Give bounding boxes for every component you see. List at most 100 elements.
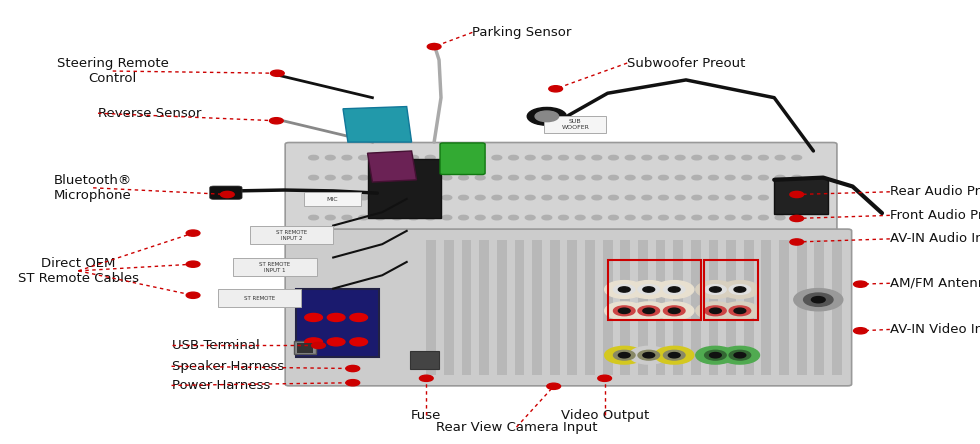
Circle shape bbox=[675, 195, 685, 200]
Circle shape bbox=[659, 195, 668, 200]
Circle shape bbox=[609, 195, 618, 200]
Circle shape bbox=[675, 215, 685, 220]
Circle shape bbox=[375, 195, 385, 200]
Circle shape bbox=[575, 215, 585, 220]
Circle shape bbox=[668, 353, 680, 358]
Bar bbox=[704, 260, 758, 320]
Circle shape bbox=[442, 155, 452, 160]
Circle shape bbox=[790, 215, 804, 222]
Circle shape bbox=[427, 44, 441, 50]
Bar bbox=[832, 240, 842, 375]
Circle shape bbox=[629, 302, 668, 320]
Circle shape bbox=[759, 215, 768, 220]
Circle shape bbox=[725, 215, 735, 220]
Circle shape bbox=[419, 375, 433, 381]
Circle shape bbox=[625, 195, 635, 200]
Bar bbox=[532, 240, 542, 375]
FancyBboxPatch shape bbox=[296, 289, 379, 357]
Circle shape bbox=[811, 297, 825, 303]
Circle shape bbox=[792, 155, 802, 160]
Circle shape bbox=[638, 350, 660, 360]
Circle shape bbox=[720, 346, 760, 364]
Circle shape bbox=[270, 70, 284, 76]
Circle shape bbox=[409, 195, 418, 200]
Bar bbox=[514, 240, 524, 375]
Circle shape bbox=[559, 215, 568, 220]
Text: SUB
WOOFER: SUB WOOFER bbox=[562, 119, 589, 130]
Circle shape bbox=[592, 175, 602, 180]
Circle shape bbox=[342, 215, 352, 220]
Circle shape bbox=[668, 308, 680, 313]
FancyBboxPatch shape bbox=[285, 143, 837, 235]
Circle shape bbox=[350, 313, 368, 321]
Circle shape bbox=[475, 195, 485, 200]
Circle shape bbox=[643, 308, 655, 313]
Circle shape bbox=[598, 375, 612, 381]
Circle shape bbox=[790, 191, 804, 198]
Circle shape bbox=[547, 383, 561, 389]
Circle shape bbox=[705, 285, 726, 294]
Circle shape bbox=[759, 195, 768, 200]
Circle shape bbox=[709, 175, 718, 180]
Circle shape bbox=[613, 285, 635, 294]
Bar bbox=[726, 240, 736, 375]
Circle shape bbox=[742, 175, 752, 180]
Bar bbox=[761, 240, 771, 375]
Bar bbox=[709, 240, 718, 375]
Circle shape bbox=[759, 175, 768, 180]
Circle shape bbox=[409, 215, 418, 220]
Bar bbox=[774, 178, 828, 214]
Circle shape bbox=[559, 175, 568, 180]
Circle shape bbox=[575, 195, 585, 200]
Circle shape bbox=[325, 215, 335, 220]
Circle shape bbox=[642, 195, 652, 200]
Circle shape bbox=[592, 155, 602, 160]
Bar bbox=[673, 240, 683, 375]
Circle shape bbox=[359, 155, 368, 160]
Circle shape bbox=[775, 155, 785, 160]
Circle shape bbox=[549, 86, 563, 92]
Circle shape bbox=[559, 155, 568, 160]
Bar bbox=[567, 240, 577, 375]
Circle shape bbox=[605, 302, 644, 320]
Circle shape bbox=[792, 195, 802, 200]
Circle shape bbox=[359, 215, 368, 220]
Bar bbox=[585, 240, 595, 375]
Circle shape bbox=[325, 155, 335, 160]
FancyBboxPatch shape bbox=[210, 186, 242, 199]
Circle shape bbox=[638, 285, 660, 294]
Text: Parking Sensor: Parking Sensor bbox=[472, 26, 571, 39]
Bar bbox=[744, 240, 754, 375]
Circle shape bbox=[475, 155, 485, 160]
Text: AM/FM Antenna Input: AM/FM Antenna Input bbox=[890, 277, 980, 290]
Circle shape bbox=[575, 155, 585, 160]
Circle shape bbox=[729, 350, 751, 360]
Bar bbox=[691, 240, 701, 375]
Circle shape bbox=[325, 195, 335, 200]
Text: Rear View Camera Input: Rear View Camera Input bbox=[436, 420, 597, 434]
Circle shape bbox=[609, 215, 618, 220]
Circle shape bbox=[659, 215, 668, 220]
Text: Power Harness: Power Harness bbox=[172, 379, 270, 392]
Circle shape bbox=[392, 195, 402, 200]
Bar bbox=[444, 240, 454, 375]
Circle shape bbox=[663, 285, 685, 294]
Text: USB Terminal: USB Terminal bbox=[172, 339, 260, 352]
Circle shape bbox=[442, 215, 452, 220]
Circle shape bbox=[492, 155, 502, 160]
Circle shape bbox=[542, 155, 552, 160]
Circle shape bbox=[492, 215, 502, 220]
Circle shape bbox=[663, 350, 685, 360]
Circle shape bbox=[642, 175, 652, 180]
Circle shape bbox=[655, 281, 694, 298]
Text: AV-IN Audio Input: AV-IN Audio Input bbox=[890, 232, 980, 246]
Circle shape bbox=[729, 285, 751, 294]
Circle shape bbox=[392, 175, 402, 180]
Circle shape bbox=[575, 175, 585, 180]
Circle shape bbox=[459, 155, 468, 160]
Text: MIC: MIC bbox=[326, 197, 338, 202]
Circle shape bbox=[710, 287, 721, 292]
Bar bbox=[656, 240, 665, 375]
Circle shape bbox=[710, 353, 721, 358]
Circle shape bbox=[792, 175, 802, 180]
